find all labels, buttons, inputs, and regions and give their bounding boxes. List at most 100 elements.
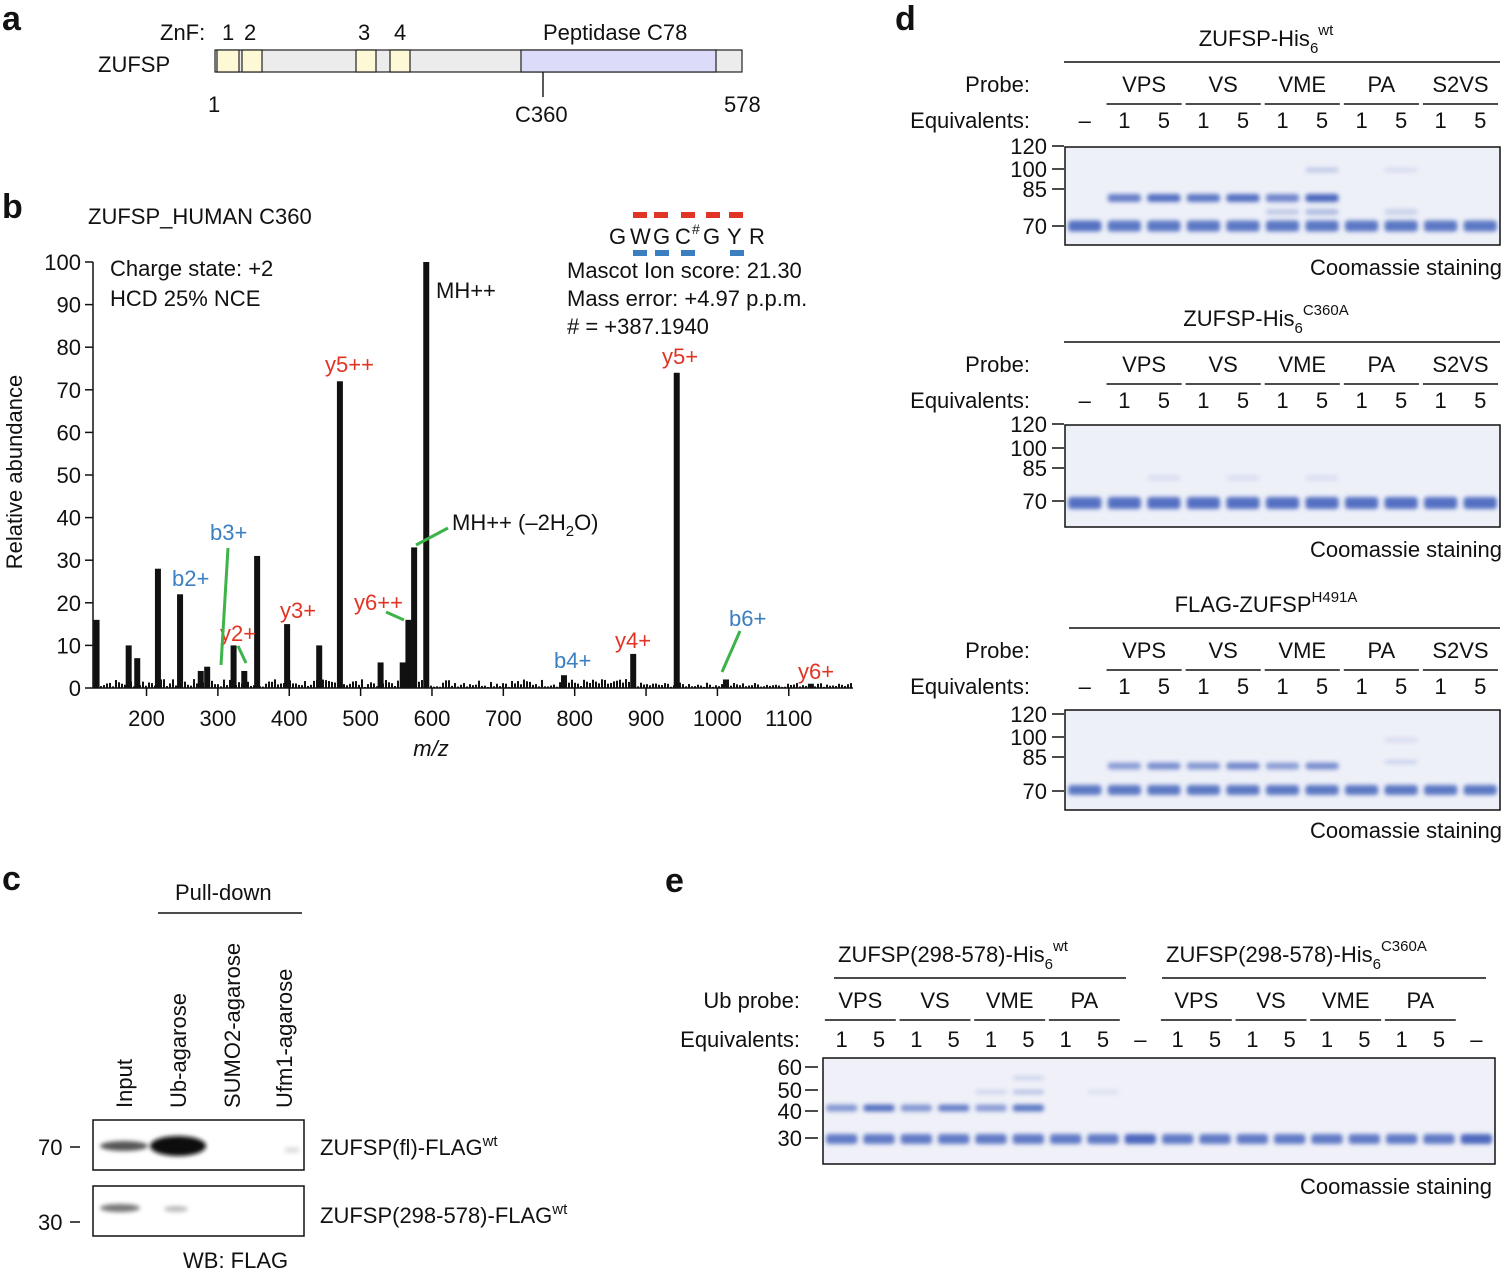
x-tick-label: 400	[271, 706, 308, 731]
gel-band	[1068, 785, 1102, 795]
annot-b6p: b6+	[729, 606, 766, 631]
y-ion-bar	[654, 212, 668, 218]
noise-peak	[664, 683, 666, 688]
gel-band	[1199, 1134, 1231, 1144]
panel-d: d ZUFSP-His6wt Probe: Equivalents: VPS VS VME…	[895, 0, 1502, 843]
equivalent-value: 5	[1433, 1027, 1445, 1052]
noise-peak	[649, 685, 651, 688]
noise-peak	[739, 685, 741, 688]
noise-peak	[667, 683, 669, 688]
y-tick-label: 10	[57, 633, 81, 658]
spectrum-peak	[230, 645, 237, 688]
equivalent-value: 5	[1316, 108, 1328, 133]
noise-peak	[598, 683, 600, 688]
equivalent-value: 1	[1118, 674, 1130, 699]
x-tick-label: 900	[628, 706, 665, 731]
equivalent-value: 1	[1060, 1027, 1072, 1052]
noise-peak	[733, 683, 735, 688]
noise-peak	[772, 685, 774, 688]
equivalent-value: 1	[1197, 388, 1209, 413]
noise-peak	[469, 684, 471, 688]
noise-peak	[490, 682, 492, 688]
gel-band	[1226, 785, 1260, 795]
noise-peak	[850, 683, 852, 688]
probe-name: S2VS	[1432, 638, 1488, 663]
noise-peak	[103, 685, 105, 688]
gel-band	[1186, 497, 1221, 509]
noise-peak	[478, 680, 480, 688]
y-tick-label: 90	[57, 293, 81, 318]
gel-band	[1186, 194, 1221, 202]
gel-band	[1460, 1134, 1493, 1144]
noise-peak	[709, 684, 711, 688]
noise-peak	[100, 686, 102, 688]
b-ion-bar	[681, 250, 695, 256]
gel-band	[1384, 168, 1418, 172]
gel-band	[1384, 209, 1418, 215]
annot-line	[236, 645, 248, 664]
noise-peak	[529, 681, 531, 688]
probe-name: PA	[1368, 72, 1396, 97]
residue-mod-mark: #	[692, 221, 700, 237]
gel-band	[1186, 220, 1221, 232]
gel-frame	[1064, 424, 1501, 528]
noise-peak	[196, 683, 198, 688]
noise-peak	[517, 681, 519, 688]
noise-peak	[583, 679, 585, 688]
noise-peak	[640, 682, 642, 688]
equivalent-value: 5	[1395, 108, 1407, 133]
noise-peak	[505, 683, 507, 688]
equivalent-value: 1	[1435, 674, 1447, 699]
noise-peak	[334, 682, 336, 688]
gel-band	[863, 1104, 895, 1112]
noise-peak	[448, 680, 450, 688]
gel-band	[1087, 1090, 1119, 1094]
annot-line	[415, 526, 449, 547]
blot2-label: ZUFSP(298-578)-FLAGwt	[320, 1201, 568, 1228]
noise-peak	[391, 683, 393, 688]
gel-band	[1068, 497, 1102, 509]
gel-band	[1147, 762, 1181, 770]
noise-peak	[271, 681, 273, 688]
probe-name: VPS	[1174, 988, 1218, 1013]
noise-peak	[559, 682, 561, 688]
noise-peak	[838, 683, 840, 688]
y-tick-label: 50	[57, 463, 81, 488]
noise-peak	[343, 684, 345, 688]
x-tick-label: 1100	[765, 706, 812, 731]
noise-peak	[352, 681, 354, 688]
probe-name: VS	[1209, 352, 1238, 377]
noise-peak	[577, 683, 579, 688]
probe-name: VME	[1278, 638, 1326, 663]
noise-peak	[169, 683, 171, 688]
spectrum-peak	[197, 670, 204, 688]
spectrum-peak	[154, 568, 161, 688]
noise-peak	[643, 684, 645, 688]
noise-peak	[358, 684, 360, 688]
noise-peak	[541, 679, 543, 688]
equivalent-value: 1	[1435, 388, 1447, 413]
noise-peak	[274, 679, 276, 688]
gel-band	[1344, 497, 1379, 509]
annot-y2p: y2+	[220, 621, 256, 646]
noise-peak	[526, 681, 528, 688]
equivalents-label: Equivalents:	[910, 388, 1030, 413]
gel-band	[1273, 1134, 1306, 1144]
equivalent-value: 5	[1158, 674, 1170, 699]
peptide-sequence: G W G C # G Y R	[609, 212, 765, 256]
panel-b: b ZUFSP_HUMAN C360 Relative abundance m/…	[2, 188, 853, 761]
noise-peak	[388, 682, 390, 688]
mw-marker-70: 70	[38, 1135, 62, 1160]
annot-b4p: b4+	[554, 648, 591, 673]
noise-peak	[142, 681, 144, 688]
noise-peak	[397, 680, 399, 688]
x-tick-label: 500	[342, 706, 379, 731]
lane-label-ufm1: Ufm1-agarose	[272, 969, 297, 1108]
noise-peak	[691, 686, 693, 688]
noise-peak	[250, 685, 252, 688]
annot-line	[219, 547, 230, 666]
mw-marker: 70	[1023, 489, 1047, 514]
noise-peak	[148, 682, 150, 688]
gel-band	[863, 1134, 895, 1144]
noise-peak	[616, 680, 618, 688]
